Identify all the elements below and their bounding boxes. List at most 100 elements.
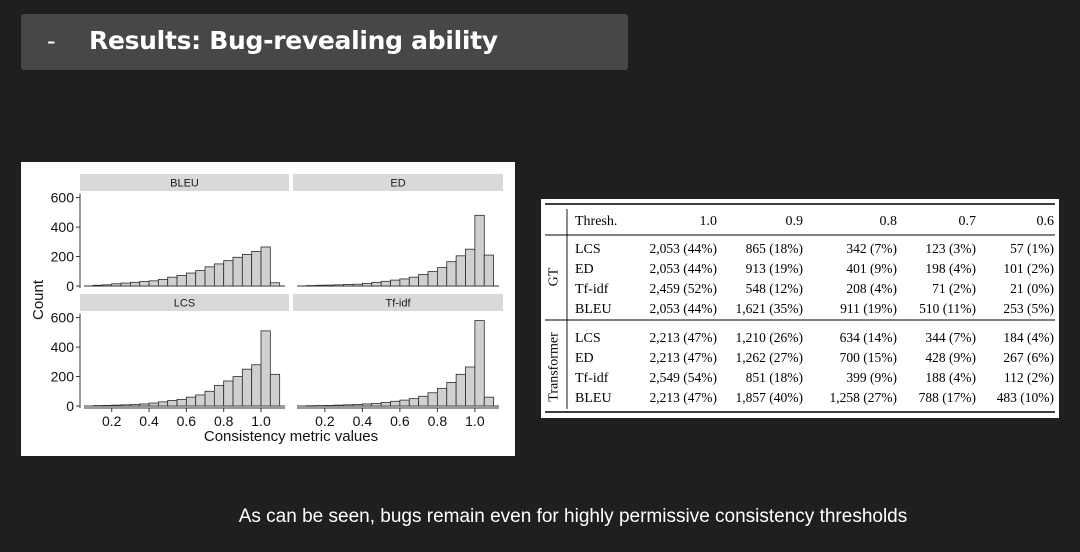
table-cell: 548 (12%) <box>746 281 803 296</box>
results-table-svg: Thresh. 1.0 0.9 0.8 0.7 0.6 LCS 2,053 (44%) 865 … <box>545 203 1055 413</box>
histogram-bar <box>195 270 206 287</box>
table-cell: 401 (9%) <box>846 261 897 276</box>
histogram-bar <box>380 280 391 287</box>
table-cell: 788 (17%) <box>919 390 976 405</box>
facet-label: ED <box>390 178 405 190</box>
histogram-bar <box>92 284 103 287</box>
histogram-bar <box>148 402 159 407</box>
x-tick-label: 0.4 <box>353 413 373 429</box>
table-cell: 865 (18%) <box>746 241 803 256</box>
histogram-bar <box>446 382 457 407</box>
x-tick-label: 0.6 <box>390 413 410 429</box>
histogram-bar <box>241 253 253 287</box>
table-cell: 428 (9%) <box>925 350 976 365</box>
header-threshold-value: 1.0 <box>700 214 718 229</box>
title-bullet: - <box>47 27 56 55</box>
table-cell: 1,857 (40%) <box>736 390 804 405</box>
histogram-bar <box>371 281 382 287</box>
table-cell: 21 (0%) <box>1010 281 1054 296</box>
histogram-bar <box>446 261 457 287</box>
table-cell: 208 (4%) <box>846 281 897 296</box>
histogram-bar <box>195 394 206 407</box>
y-tick-label: 200 <box>51 249 75 265</box>
facet-strip <box>293 174 503 191</box>
histogram-bar <box>111 283 122 287</box>
results-table: Thresh. 1.0 0.9 0.8 0.7 0.6 LCS 2,053 (44%) 865 … <box>541 199 1059 418</box>
table-cell: 112 (2%) <box>1004 370 1054 385</box>
histogram-bar <box>371 402 382 407</box>
table-cell: 2,213 (47%) <box>650 330 718 345</box>
histogram-bar <box>333 404 345 407</box>
histogram-bar <box>465 366 476 407</box>
table-cell: 184 (4%) <box>1003 330 1054 345</box>
histogram-bar <box>483 254 495 287</box>
table-cell: 2,459 (52%) <box>650 281 718 296</box>
table-cell: 2,549 (54%) <box>650 370 718 385</box>
table-cell: 2,053 (44%) <box>650 241 718 256</box>
histogram-bar <box>92 405 103 407</box>
y-tick-label: 600 <box>51 310 75 326</box>
row-metric: Tf-idf <box>575 371 609 386</box>
histogram-bar <box>315 284 326 287</box>
histogram-bar <box>305 285 316 287</box>
facet-label: BLEU <box>170 178 199 190</box>
histogram-bar <box>455 255 466 287</box>
histogram-bar <box>305 405 316 407</box>
row-metric: BLEU <box>575 302 612 317</box>
histogram-bar <box>390 400 401 407</box>
histogram-bar <box>167 276 178 287</box>
x-tick-label: 0.4 <box>139 413 159 429</box>
histogram-bar <box>223 380 234 407</box>
histogram-bar <box>483 396 495 407</box>
histogram-bar <box>120 282 131 287</box>
histogram-bar <box>324 405 335 407</box>
table-cell: 700 (15%) <box>840 350 897 365</box>
histogram-bar <box>232 256 243 287</box>
y-tick-label: 400 <box>51 339 75 355</box>
table-cell: 267 (6%) <box>1003 350 1054 365</box>
faceted-histogram-chart: BLEU ED LCS Tf-idf 0 200 400 600 0 200 400 600 0.2 0.… <box>30 174 503 445</box>
facet-label: Tf-idf <box>385 298 411 310</box>
histogram-bar <box>167 400 178 407</box>
y-tick-label: 0 <box>66 398 74 414</box>
histogram-bar <box>333 284 345 287</box>
slide-caption: As can be seen, bugs remain even for hig… <box>238 506 908 527</box>
histogram-bar <box>101 284 113 287</box>
facet-strip <box>293 294 503 311</box>
histogram-bar <box>418 395 429 407</box>
table-cell: 2,213 (47%) <box>650 350 718 365</box>
histogram-bar <box>185 272 197 287</box>
x-tick-label: 0.2 <box>315 413 335 429</box>
y-tick-label: 200 <box>51 369 75 385</box>
table-cell: 71 (2%) <box>932 281 976 296</box>
histogram-bar <box>474 320 485 407</box>
facet-strip <box>80 294 289 311</box>
table-cell: 1,258 (27%) <box>830 390 898 405</box>
histogram-bar <box>260 246 271 287</box>
table-cell: 123 (3%) <box>925 241 976 256</box>
x-tick-label: 1.0 <box>465 413 485 429</box>
table-cell: 483 (10%) <box>997 390 1054 405</box>
histogram-bar <box>185 396 197 407</box>
histogram-bar <box>232 376 243 407</box>
header-thresh: Thresh. <box>575 214 617 229</box>
table-cell: 57 (1%) <box>1010 241 1054 256</box>
x-tick-label: 0.6 <box>177 413 197 429</box>
y-tick-label: 600 <box>51 190 75 206</box>
row-metric: Tf-idf <box>575 282 609 297</box>
row-metric: BLEU <box>575 391 612 406</box>
table-cell: 913 (19%) <box>746 261 803 276</box>
y-tick-label: 0 <box>66 278 74 294</box>
x-tick-label: 1.0 <box>251 413 271 429</box>
histogram-bar <box>361 403 373 407</box>
table-cell: 911 (19%) <box>840 301 897 316</box>
histogram-bar <box>418 274 429 287</box>
histogram-bar <box>269 373 281 407</box>
y-tick-label: 400 <box>51 219 75 235</box>
histogram-bar <box>111 404 122 407</box>
x-tick-label: 0.8 <box>214 413 234 429</box>
table-cell: 510 (11%) <box>919 301 976 316</box>
histogram-bar <box>176 274 187 287</box>
group-label: GT <box>547 267 562 286</box>
histogram-bar <box>101 405 113 407</box>
